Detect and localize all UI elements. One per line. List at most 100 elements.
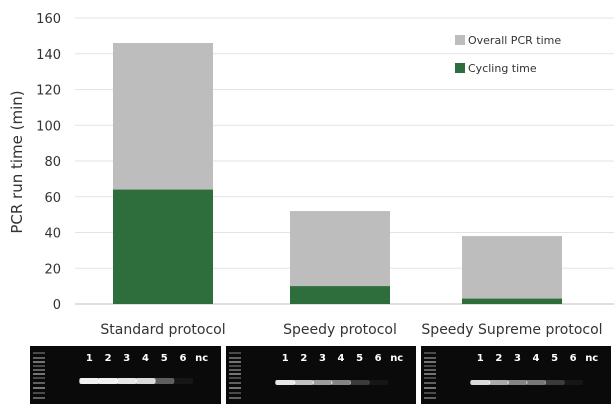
ladder-band [33, 361, 45, 363]
ladder-band [424, 357, 436, 359]
lane-label: 6 [375, 353, 382, 364]
gel-images: 1 2 3 4 5 6 nc 1 2 3 4 5 6 nc 1 2 3 4 5 6 nc [30, 346, 611, 404]
ladder-band [33, 392, 45, 394]
legend-label: Cycling time [468, 62, 537, 75]
lane-label: 4 [533, 353, 540, 364]
gel-band [368, 380, 389, 385]
gel-band [470, 380, 491, 385]
ladder-band [229, 397, 241, 399]
ladder-band [229, 352, 241, 354]
lane-label: 2 [105, 353, 112, 364]
lane-label: 4 [338, 353, 345, 364]
ladder-band [229, 387, 241, 389]
gel-band [563, 380, 584, 385]
lane-label: 2 [495, 353, 502, 364]
bar-cycling-time [462, 298, 562, 304]
ladder-band [229, 357, 241, 359]
bar-overall-pcr-time [462, 236, 562, 304]
gel-band [172, 378, 193, 384]
lane-label: 3 [514, 353, 521, 364]
gel-band [116, 378, 137, 384]
x-axis-ticks: Standard protocol Speedy protocol Speedy S… [100, 322, 602, 338]
gel-panel: 1 2 3 4 5 6 nc [226, 346, 416, 404]
lane-label: 2 [300, 353, 307, 364]
ladder-band [33, 365, 45, 367]
legend-swatch [455, 35, 465, 45]
ladder-band [229, 365, 241, 367]
lane-label: 5 [551, 353, 558, 364]
gel-panel: 1 2 3 4 5 6 nc [421, 346, 611, 404]
lane-label: 6 [179, 353, 186, 364]
x-tick-label: Speedy protocol [283, 322, 397, 338]
legend: Overall PCR time Cycling time [455, 34, 561, 75]
ladder-band [424, 377, 436, 379]
gel-band [349, 380, 370, 385]
lane-label: 4 [142, 353, 149, 364]
lane-label: 3 [319, 353, 326, 364]
lane-label: 1 [282, 353, 289, 364]
ladder-band [424, 365, 436, 367]
gel-band [544, 380, 565, 385]
y-tick-label: 80 [44, 155, 61, 170]
ladder-band [33, 357, 45, 359]
gel-band [507, 380, 528, 385]
ladder-band [424, 373, 436, 375]
gel-band [79, 378, 100, 384]
lane-label: 6 [570, 353, 577, 364]
x-tick-label: Standard protocol [100, 322, 225, 338]
ladder-band [424, 392, 436, 394]
ladder-band [33, 352, 45, 354]
lane-label: 5 [356, 353, 363, 364]
ladder-band [424, 369, 436, 371]
gel-band [293, 380, 314, 385]
gel-band [312, 380, 333, 385]
ladder-band [33, 382, 45, 384]
gel-band [331, 380, 351, 385]
lane-label: 5 [161, 353, 168, 364]
lane-label: nc [195, 353, 208, 364]
lane-label: 1 [477, 353, 484, 364]
gel-band [135, 378, 156, 384]
ladder-band [424, 352, 436, 354]
x-tick-label: Speedy Supreme protocol [421, 322, 602, 338]
ladder-band [33, 387, 45, 389]
ladder-band [229, 382, 241, 384]
bars [113, 43, 562, 305]
y-axis-ticks: 0 20 40 60 80 100 120 140 160 [36, 12, 61, 313]
y-tick-label: 160 [36, 12, 61, 27]
ladder-band [229, 377, 241, 379]
ladder-band [33, 397, 45, 399]
lane-label: nc [390, 353, 403, 364]
bar-cycling-time [290, 286, 390, 304]
lane-label: nc [585, 353, 598, 364]
ladder-band [424, 397, 436, 399]
ladder-band [229, 392, 241, 394]
y-tick-label: 100 [36, 119, 61, 134]
gel-panel: 1 2 3 4 5 6 nc [30, 346, 221, 404]
gel-band [98, 378, 119, 384]
gel-band [275, 380, 296, 385]
y-tick-label: 20 [44, 262, 61, 277]
legend-label: Overall PCR time [468, 34, 561, 47]
y-tick-label: 0 [53, 298, 61, 313]
y-axis-label: PCR run time (min) [8, 90, 26, 233]
ladder-band [33, 369, 45, 371]
ladder-band [33, 373, 45, 375]
ladder-band [424, 361, 436, 363]
y-tick-label: 60 [44, 191, 61, 206]
ladder-band [229, 361, 241, 363]
lane-label: 3 [123, 353, 130, 364]
bar-cycling-time [113, 189, 213, 304]
ladder-band [229, 373, 241, 375]
ladder-band [424, 387, 436, 389]
gel-band [154, 378, 175, 384]
y-tick-label: 40 [44, 227, 61, 242]
legend-swatch [455, 63, 465, 73]
y-tick-label: 140 [36, 48, 61, 63]
ladder-band [424, 382, 436, 384]
y-tick-label: 120 [36, 84, 61, 99]
gel-band [526, 380, 546, 385]
lane-label: 1 [86, 353, 93, 364]
